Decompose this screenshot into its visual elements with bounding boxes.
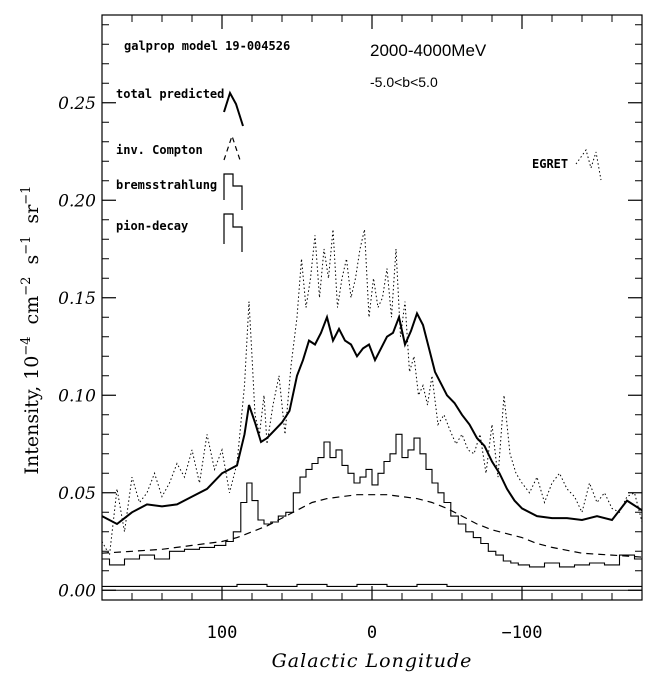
x-axis-title: Galactic Longitude [272,650,473,672]
y-title-main: Intensity, 10 [21,356,43,475]
legend-swatch-total-predicted [223,90,244,127]
y-tick-label: 0.25 [58,94,96,114]
series-egret [101,229,643,557]
y-title-exp2: −2 [19,277,34,296]
series-pion-decay [102,583,642,587]
y-title-exp1: −4 [19,336,34,355]
series-total-predicted [101,310,643,526]
y-title-exp4: −1 [19,186,34,205]
x-tick-label: 0 [367,623,377,643]
y-tick-label: 0.00 [58,581,96,601]
legend-label-bremsstrahlung: bremsstrahlung [116,178,217,192]
y-tick-label: 0.05 [58,484,96,504]
series-layer [101,229,643,591]
legend-swatch-inv-compton [223,134,241,161]
y-tick-label: 0.10 [58,386,96,406]
legend-label-pion-decay: pion-decay [116,219,188,233]
y-axis-title: Intensity, 10−4 cm−2 s−1 sr−1 [19,186,43,475]
y-title-unit-cm: cm [21,296,43,325]
legend-swatch-pion-decay [223,213,243,252]
svg-text:Intensity, 10−4 cm−2 s−1 sr−1: Intensity, 10−4 cm−2 s−1 sr−1 [19,186,43,475]
model-label: galprop model 19-004526 [124,39,290,53]
y-title-exp3: −1 [19,236,34,255]
chart-subtitle: -5.0<b<5.0 [370,74,438,90]
axis-ticks: 100 0 −100 0.00 0.05 0.10 0.15 0.20 0.25 [58,15,643,643]
series-inv-compton [101,494,643,558]
y-tick-label: 0.15 [58,289,96,309]
legend: total predicted inv. Compton bremsstrahl… [116,87,602,252]
chart-title: 2000-4000MeV [370,41,487,60]
y-title-unit-s: s [21,255,43,265]
legend-swatch-bremsstrahlung [223,173,243,210]
legend-label-inv-compton: inv. Compton [116,143,203,157]
legend-label-total-predicted: total predicted [116,87,224,101]
y-title-unit-sr: sr [21,204,43,224]
y-tick-label: 0.20 [58,191,96,211]
x-tick-label: 100 [207,623,238,643]
series-bremsstrahlung [102,433,642,568]
legend-swatch-egret [575,148,602,181]
plot-frame [101,14,643,601]
legend-label-egret: EGRET [532,157,568,171]
x-tick-label: −100 [502,623,543,643]
